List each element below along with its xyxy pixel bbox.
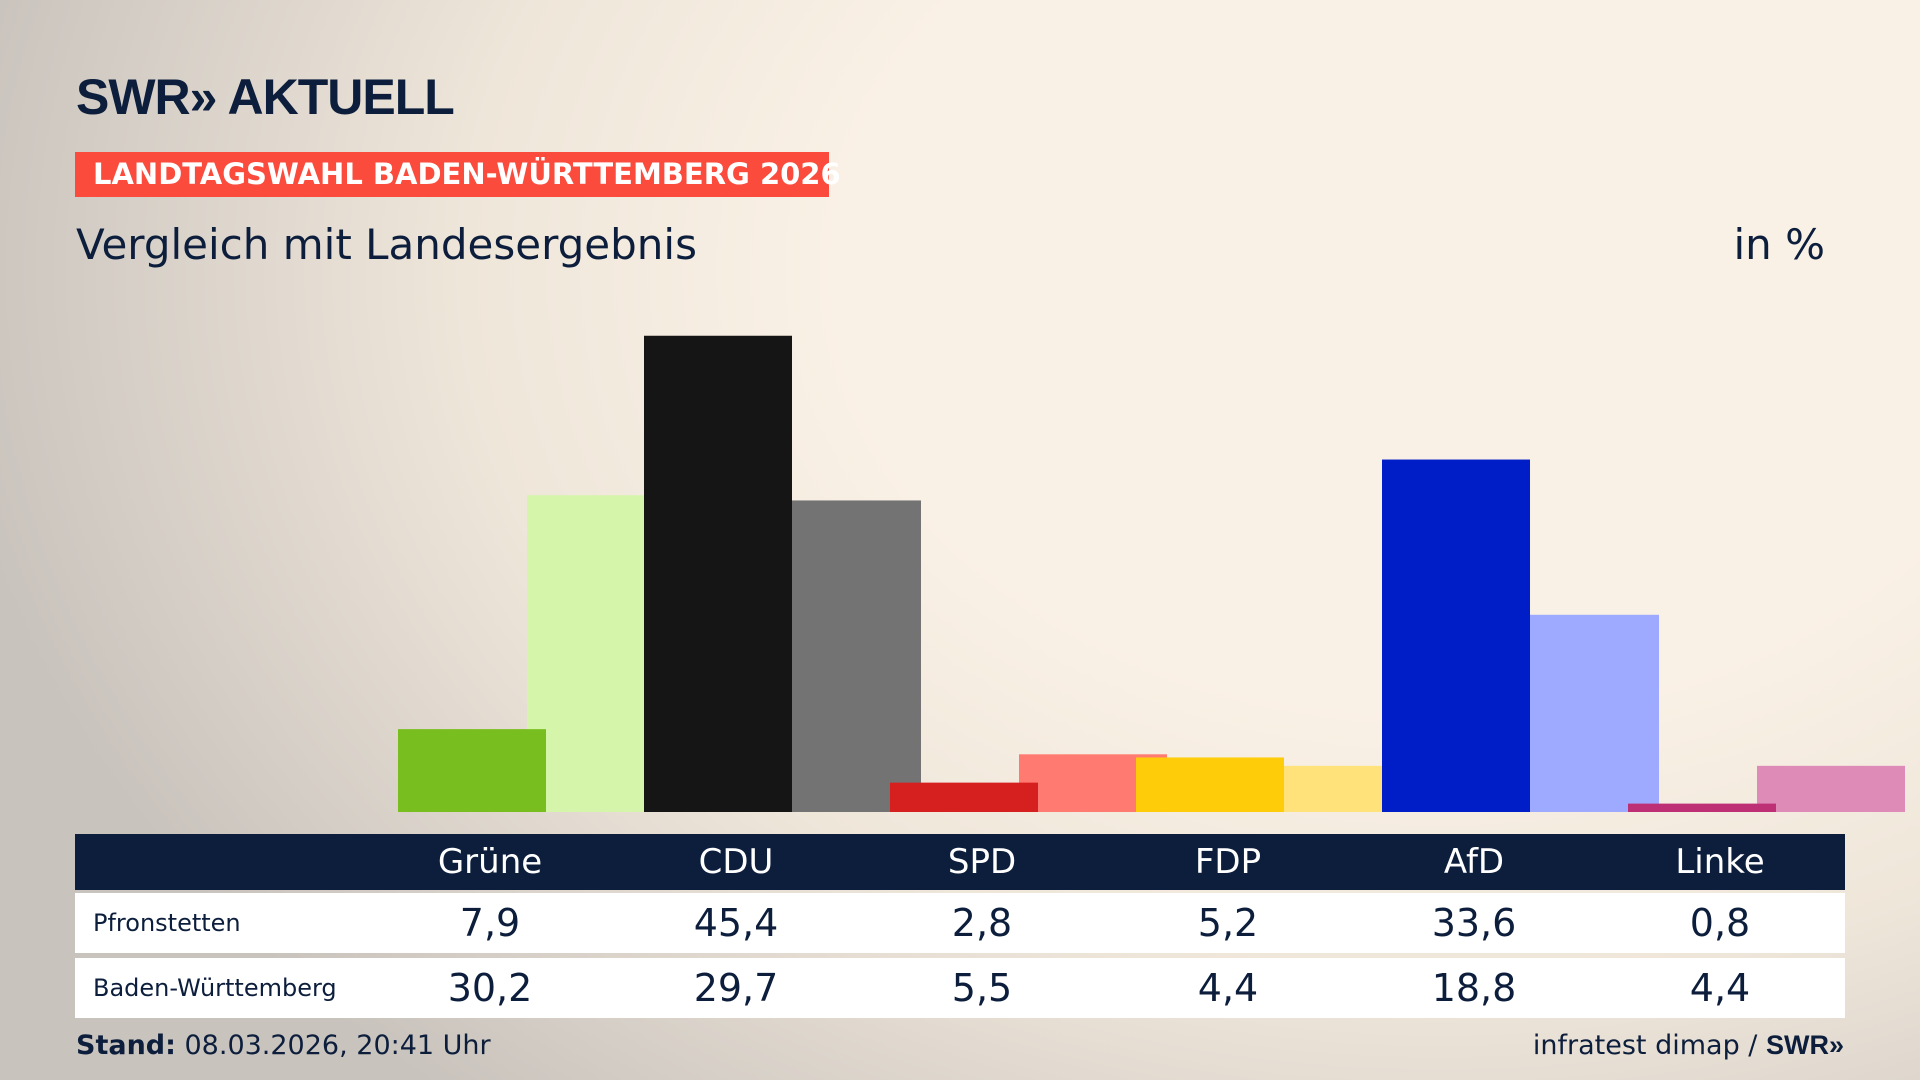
value-cell: 2,8 [951, 901, 1013, 945]
swr-aktuell-logo: SWR» AKTUELL [76, 69, 455, 125]
header-spd: SPD [947, 842, 1017, 882]
bar-local-grüne [398, 729, 546, 812]
unit-label: in % [1733, 220, 1825, 269]
value-cell: 29,7 [693, 966, 779, 1010]
bar-local-cdu [644, 335, 792, 812]
value-cell: 5,5 [951, 966, 1013, 1010]
value-cell: 4,4 [1197, 966, 1259, 1010]
table-header: Grüne CDU SPD FDP AfD Linke [75, 834, 1845, 890]
header-afd: AfD [1443, 842, 1505, 882]
value-cell: 30,2 [447, 966, 533, 1010]
row-label: Pfronstetten [93, 909, 241, 937]
bar-bw-linke [1757, 765, 1905, 812]
header-cdu: CDU [698, 842, 774, 882]
header-linke: Linke [1675, 842, 1765, 882]
value-cell: 0,8 [1689, 901, 1751, 945]
results-table: Grüne CDU SPD FDP AfD Linke Pfronstetten… [75, 834, 1845, 1018]
value-cell: 18,8 [1431, 966, 1517, 1010]
swr-logo: SWR» [1765, 1030, 1844, 1060]
value-cell: 4,4 [1689, 966, 1751, 1010]
value-cell: 33,6 [1431, 901, 1517, 945]
bar-local-spd [890, 782, 1038, 812]
value-cell: 45,4 [693, 901, 779, 945]
value-cell: 7,9 [459, 901, 521, 945]
bar-bw-afd [1511, 614, 1659, 812]
value-cell: 5,2 [1197, 901, 1259, 945]
election-banner: LANDTAGSWAHL BADEN-WÜRTTEMBERG 2026 [75, 152, 841, 197]
timestamp: Stand: 08.03.2026, 20:41 Uhr [76, 1030, 491, 1061]
table-row: Pfronstetten 7,9 45,4 2,8 5,2 33,6 0,8 [75, 893, 1845, 953]
header-gruene: Grüne [437, 842, 543, 882]
source-text: infratest dimap / [1532, 1030, 1766, 1061]
table-row: Baden-Württemberg 30,2 29,7 5,5 4,4 18,8… [75, 958, 1845, 1018]
bar-local-afd [1382, 459, 1530, 812]
bar-bw-cdu [773, 500, 921, 812]
stand-label: Stand: [76, 1030, 176, 1061]
bar-local-fdp [1136, 757, 1284, 812]
source: infratest dimap / SWR» [1533, 1030, 1844, 1061]
row-label: Baden-Württemberg [93, 974, 337, 1002]
bar-local-linke [1628, 803, 1776, 812]
stand-value: 08.03.2026, 20:41 Uhr [175, 1030, 491, 1061]
chart-title: Vergleich mit Landesergebnis [76, 220, 697, 269]
header-fdp: FDP [1194, 842, 1262, 882]
